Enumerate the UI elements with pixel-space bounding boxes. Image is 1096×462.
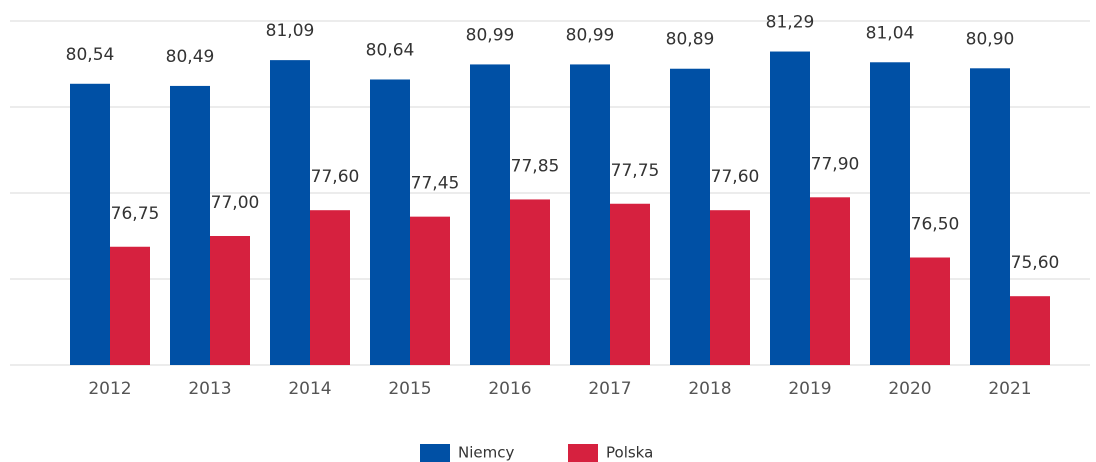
bar — [510, 199, 550, 365]
bar — [170, 85, 210, 366]
data-label: 77,90 — [811, 154, 860, 174]
data-label: 80,90 — [966, 29, 1015, 49]
bar — [910, 257, 950, 365]
bar — [110, 246, 150, 365]
legend-swatch — [568, 444, 598, 462]
bar — [70, 83, 110, 365]
data-label: 80,49 — [166, 47, 215, 67]
x-tick-label: 2019 — [788, 379, 831, 399]
x-tick-label: 2021 — [988, 379, 1031, 399]
data-label: 81,29 — [766, 13, 815, 33]
legend-swatch — [420, 444, 450, 462]
bar — [870, 62, 910, 365]
bar — [770, 51, 810, 365]
data-label: 77,85 — [511, 156, 560, 176]
x-tick-label: 2017 — [588, 379, 631, 399]
x-tick-label: 2018 — [688, 379, 731, 399]
bar — [710, 210, 750, 365]
x-tick-label: 2016 — [488, 379, 531, 399]
data-label: 77,45 — [411, 174, 460, 194]
x-tick-label: 2020 — [888, 379, 931, 399]
bar — [810, 197, 850, 365]
x-tick-label: 2013 — [188, 379, 231, 399]
data-label: 81,04 — [866, 23, 915, 43]
bar — [670, 68, 710, 365]
data-label: 80,99 — [566, 25, 615, 45]
data-label: 75,60 — [1011, 253, 1060, 273]
data-label: 81,09 — [266, 21, 315, 41]
data-label: 80,89 — [666, 30, 715, 50]
legend-label: Niemcy — [458, 444, 514, 462]
legend-label: Polska — [606, 444, 653, 462]
data-label: 77,75 — [611, 161, 660, 181]
data-label: 80,64 — [366, 40, 415, 60]
x-tick-label: 2014 — [288, 379, 331, 399]
data-label: 77,60 — [711, 167, 760, 187]
bar — [310, 210, 350, 365]
bar — [470, 64, 510, 366]
data-label: 77,00 — [211, 193, 260, 213]
x-tick-label: 2015 — [388, 379, 431, 399]
bar — [210, 236, 250, 365]
bar — [570, 64, 610, 366]
bar — [610, 203, 650, 365]
bar — [270, 60, 310, 365]
bar — [1010, 296, 1050, 365]
bar — [370, 79, 410, 365]
bar — [410, 216, 450, 365]
x-tick-label: 2012 — [88, 379, 131, 399]
data-label: 76,75 — [111, 204, 160, 224]
data-label: 80,99 — [466, 25, 515, 45]
data-label: 80,54 — [66, 45, 115, 65]
bar — [970, 68, 1010, 366]
data-label: 76,50 — [911, 215, 960, 235]
data-label: 77,60 — [311, 167, 360, 187]
